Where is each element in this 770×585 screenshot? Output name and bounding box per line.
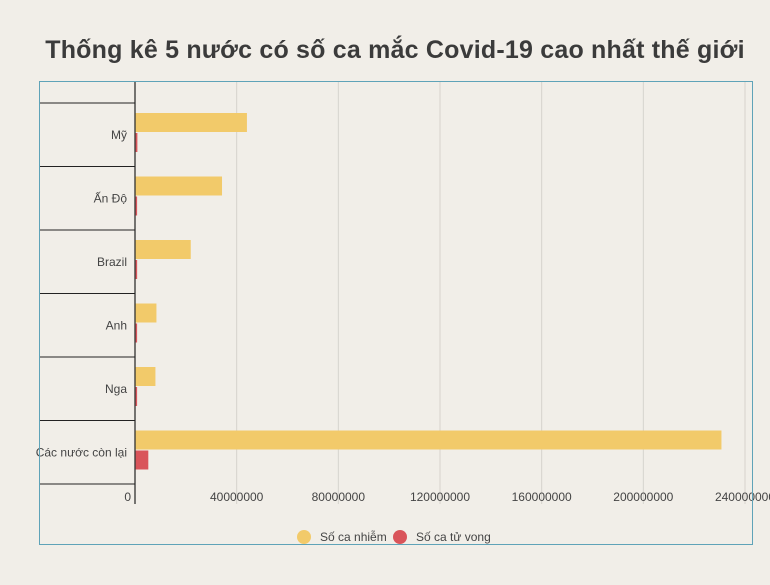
x-tick-label: 160000000 <box>512 490 572 504</box>
bar-deaths <box>135 260 138 279</box>
category-label: Nga <box>105 382 127 396</box>
grid-layer <box>236 82 746 504</box>
x-tick-label: 200000000 <box>613 490 673 504</box>
legend-layer: Số ca nhiễm Số ca tử vong <box>297 529 491 544</box>
category-label: Brazil <box>97 255 127 269</box>
x-tick-label: 80000000 <box>312 490 366 504</box>
legend-label-deaths: Số ca tử vong <box>416 530 491 544</box>
chart-frame <box>39 81 753 545</box>
axis-layer <box>40 82 136 504</box>
legend-marker-deaths <box>393 530 407 544</box>
bar-infections <box>135 430 722 450</box>
category-label: Mỹ <box>111 128 127 142</box>
category-label: Anh <box>106 318 127 332</box>
x-tick-label: 120000000 <box>410 490 470 504</box>
bar-infections <box>135 176 223 196</box>
bar-deaths <box>135 196 138 216</box>
bar-infections <box>135 367 156 386</box>
bar-deaths <box>135 133 138 152</box>
x-tick-label: 0 <box>124 490 131 504</box>
bar-deaths <box>135 387 138 406</box>
bar-layer <box>135 113 722 470</box>
bar-deaths <box>135 323 138 343</box>
bar-infections <box>135 240 191 259</box>
chart-title: Thống kê 5 nước có số ca mắc Covid-19 ca… <box>45 36 745 64</box>
x-tick-label: 40000000 <box>210 490 264 504</box>
x-tick-label: 240000000 <box>715 490 770 504</box>
legend-label-infections: Số ca nhiễm <box>320 529 387 544</box>
category-label: Các nước còn lại <box>36 445 127 459</box>
bar-infections <box>135 303 157 323</box>
legend-marker-infections <box>297 530 311 544</box>
bar-infections <box>135 113 247 132</box>
label-layer: 0 40000000 80000000 120000000 160000000 20000… <box>36 128 770 504</box>
category-label: Ấn Độ <box>94 190 128 205</box>
bar-deaths <box>135 450 149 470</box>
